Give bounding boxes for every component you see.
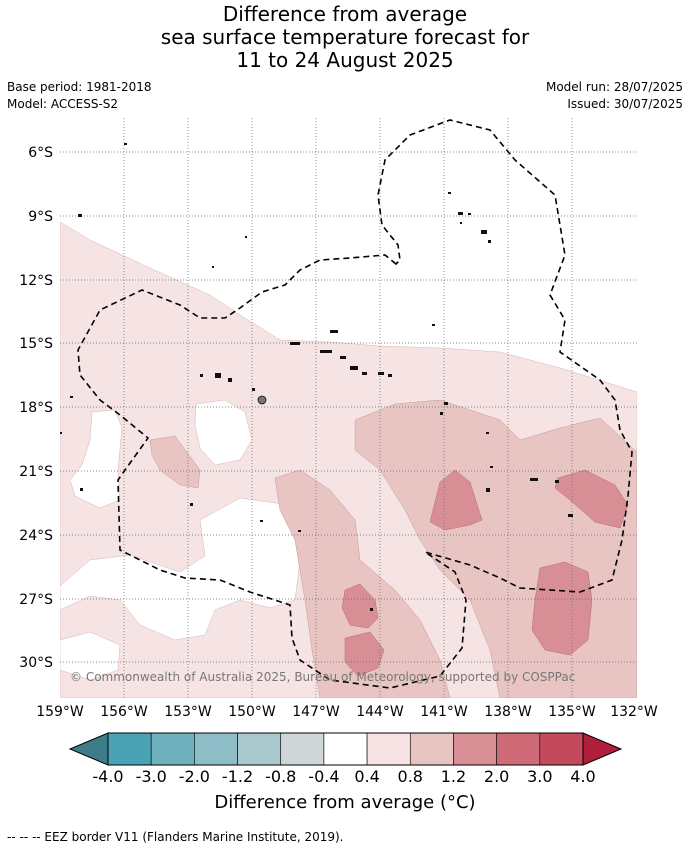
longitude-axis: 159°W 156°W 153°W 150°W 147°W 144°W 141°… bbox=[36, 704, 658, 720]
lat-label-30s: 30°S bbox=[19, 655, 53, 671]
colorbar-segment bbox=[194, 732, 238, 766]
white-region-west bbox=[69, 409, 123, 509]
colorbar-segments bbox=[107, 732, 584, 766]
colorbar-high-extend bbox=[582, 732, 623, 766]
islands bbox=[60, 143, 573, 611]
colorbar-segment bbox=[107, 732, 152, 766]
colorbar-segment bbox=[496, 732, 541, 766]
lat-label-15s: 15°S bbox=[19, 336, 53, 352]
white-region-central bbox=[194, 399, 253, 466]
lon-label-153w: 153°W bbox=[164, 704, 212, 720]
lon-label-138w: 138°W bbox=[484, 704, 532, 720]
lon-label-144w: 144°W bbox=[356, 704, 404, 720]
anomaly-region-0.8-1.2-central bbox=[274, 469, 451, 698]
colorbar-tick-label: -2.0 bbox=[179, 767, 210, 786]
lat-label-27s: 27°S bbox=[19, 592, 53, 608]
anomaly-region-0.8-1.2-west bbox=[149, 435, 201, 489]
gridlines bbox=[60, 118, 637, 698]
lon-label-132w: 132°W bbox=[610, 704, 658, 720]
colorbar-tick-label: -3.0 bbox=[136, 767, 167, 786]
title-line-2: sea surface temperature forecast for bbox=[160, 25, 530, 49]
lat-label-6s: 6°S bbox=[28, 145, 53, 161]
colorbar-tick-label: 2.0 bbox=[484, 767, 509, 786]
colorbar-label: Difference from average (°C) bbox=[214, 792, 476, 813]
colorbar-segment bbox=[409, 732, 454, 766]
colorbar-tick-label: 0.8 bbox=[398, 767, 423, 786]
colorbar-tick-label: -0.4 bbox=[308, 767, 339, 786]
white-region-southwest bbox=[60, 631, 121, 681]
colorbar-ticks: -4.0 -3.0 -2.0 -1.2 -0.8 -0.4 0.4 0.8 1.2 2.0 3.0 4… bbox=[92, 767, 595, 786]
model-text: Model: ACCESS-S2 bbox=[7, 97, 119, 111]
map-title: Difference from average sea surface temp… bbox=[0, 3, 690, 72]
meta-right: Model run: 28/07/2025 Issued: 30/07/2025 bbox=[546, 79, 683, 113]
colorbar-tick-label: -4.0 bbox=[92, 767, 123, 786]
anomaly-region-1.2-2.0-a bbox=[429, 469, 483, 531]
colorbar: -4.0 -3.0 -2.0 -1.2 -0.8 -0.4 0.4 0.8 1.2 2.0 3.0 4… bbox=[68, 732, 623, 786]
model-run-text: Model run: 28/07/2025 bbox=[545, 80, 683, 94]
anomaly-region-1.2-2.0-d bbox=[341, 583, 379, 629]
colorbar-segment bbox=[323, 732, 368, 766]
lon-label-135w: 135°W bbox=[548, 704, 596, 720]
colorbar-tick-label: 4.0 bbox=[570, 767, 595, 786]
colorbar-low-extend bbox=[68, 732, 109, 766]
lon-label-150w: 150°W bbox=[228, 704, 276, 720]
lat-label-24s: 24°S bbox=[19, 528, 53, 544]
colorbar-segment bbox=[366, 732, 411, 766]
anomaly-region-1.2-2.0-b bbox=[554, 469, 629, 529]
lon-label-159w: 159°W bbox=[36, 704, 84, 720]
lat-label-9s: 9°S bbox=[28, 209, 53, 225]
colorbar-segment bbox=[539, 732, 584, 766]
colorbar-segment bbox=[150, 732, 195, 766]
lon-label-147w: 147°W bbox=[292, 704, 340, 720]
base-period-text: Base period: 1981-2018 bbox=[7, 80, 152, 94]
colorbar-tick-label: -1.2 bbox=[222, 767, 253, 786]
lat-label-21s: 21°S bbox=[19, 464, 53, 480]
latitude-axis: 6°S 9°S 12°S 15°S 18°S 21°S 24°S 27°S 30… bbox=[19, 145, 53, 671]
title-line-1: Difference from average bbox=[222, 2, 468, 26]
colorbar-tick-label: 3.0 bbox=[527, 767, 552, 786]
meta-left: Base period: 1981-2018 Model: ACCESS-S2 bbox=[7, 79, 152, 113]
copyright-notice: © Commonwealth of Australia 2025, Bureau… bbox=[70, 670, 575, 684]
eez-border-cook-islands bbox=[77, 119, 633, 689]
colorbar-tick-label: 0.4 bbox=[354, 767, 379, 786]
title-line-3: 11 to 24 August 2025 bbox=[236, 48, 454, 72]
colorbar-segment bbox=[453, 732, 497, 766]
lat-label-12s: 12°S bbox=[19, 273, 53, 289]
map-plot-area: © Commonwealth of Australia 2025, Bureau… bbox=[60, 118, 637, 698]
lat-label-18s: 18°S bbox=[19, 400, 53, 416]
white-region-south bbox=[60, 497, 301, 641]
colorbar-segment bbox=[280, 732, 325, 766]
colorbar-tick-label: 1.2 bbox=[441, 767, 466, 786]
lon-label-141w: 141°W bbox=[420, 704, 468, 720]
eez-legend-note: -- -- -- EEZ border V11 (Flanders Marine… bbox=[7, 830, 344, 844]
colorbar-segment bbox=[237, 732, 282, 766]
lon-label-156w: 156°W bbox=[100, 704, 148, 720]
anomaly-region-1.2-2.0-c bbox=[531, 561, 593, 656]
issued-text: Issued: 30/07/2025 bbox=[567, 97, 683, 111]
colorbar-tick-label: -0.8 bbox=[265, 767, 296, 786]
